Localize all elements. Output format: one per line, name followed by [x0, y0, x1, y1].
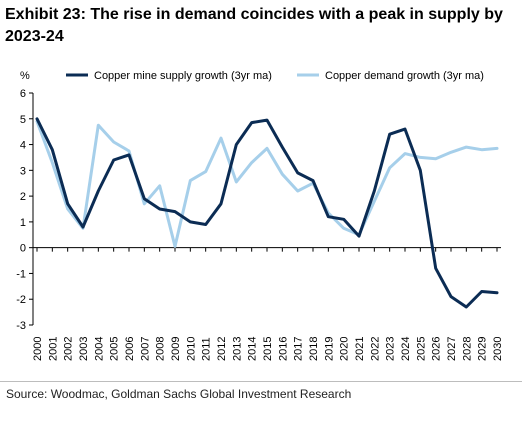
x-tick-label: 2020 — [339, 337, 351, 361]
y-tick-label: 4 — [20, 140, 26, 152]
y-tick-label: 6 — [20, 88, 26, 100]
x-tick-label: 2026 — [431, 337, 443, 361]
y-axis-unit-label: % — [20, 70, 30, 82]
x-tick-label: 2005 — [109, 337, 121, 361]
series-line-supply — [35, 117, 499, 309]
y-tick-label: 1 — [20, 217, 26, 229]
x-tick-label: 2009 — [170, 337, 182, 361]
series-line-demand — [35, 119, 499, 248]
x-tick-label: 2029 — [477, 337, 489, 361]
x-tick-label: 2014 — [247, 337, 259, 361]
x-axis: 2000 2001 2002 2003 2004 2005 2006 2007 2008 2009… — [32, 247, 504, 361]
source-note: Source: Woodmac, Goldman Sachs Global In… — [6, 387, 352, 401]
x-tick-label: 2012 — [216, 337, 228, 361]
y-axis: 6 5 4 3 2 1 0 -1 -2 -3 — [16, 88, 34, 332]
x-tick-label: 2023 — [385, 337, 397, 361]
x-tick-label: 2002 — [63, 337, 75, 361]
chart-title: Exhibit 23: The rise in demand coincides… — [5, 6, 503, 45]
x-tick-label: 2015 — [262, 337, 274, 361]
x-tick-label: 2013 — [231, 337, 243, 361]
x-tick-label: 2021 — [354, 337, 366, 361]
x-tick-label: 2007 — [139, 337, 151, 361]
x-tick-label: 2024 — [400, 337, 412, 361]
x-tick-label: 2000 — [32, 337, 44, 361]
y-tick-label: -1 — [16, 268, 26, 280]
x-tick-label: 2003 — [78, 337, 90, 361]
y-tick-label: 5 — [20, 114, 26, 126]
x-tick-label: 2011 — [201, 337, 213, 361]
x-tick-label: 2006 — [124, 337, 136, 361]
y-tick-label: 3 — [20, 165, 26, 177]
divider — [0, 381, 522, 382]
series-lines — [35, 117, 499, 309]
x-tick-label: 2010 — [185, 337, 197, 361]
y-tick-label: -2 — [16, 294, 26, 306]
y-tick-label: 0 — [20, 243, 26, 255]
x-tick-label: 2004 — [93, 337, 105, 361]
legend-item-demand-label: Copper demand growth (3yr ma) — [325, 70, 484, 82]
x-tick-label: 2019 — [323, 337, 335, 361]
x-tick-label: 2022 — [369, 337, 381, 361]
x-tick-label: 2030 — [492, 337, 504, 361]
legend-item-supply-label: Copper mine supply growth (3yr ma) — [94, 70, 272, 82]
x-tick-label: 2008 — [155, 337, 167, 361]
x-tick-label: 2017 — [293, 337, 305, 361]
x-tick-label: 2001 — [47, 337, 59, 361]
x-tick-label: 2027 — [446, 337, 458, 361]
legend: Copper mine supply growth (3yr ma) Copper… — [66, 70, 484, 82]
x-tick-label: 2018 — [308, 337, 320, 361]
x-tick-label: 2016 — [277, 337, 289, 361]
y-tick-label: 2 — [20, 191, 26, 203]
x-tick-label: 2025 — [415, 337, 427, 361]
y-tick-label: -3 — [16, 320, 26, 332]
x-tick-label: 2028 — [461, 337, 473, 361]
